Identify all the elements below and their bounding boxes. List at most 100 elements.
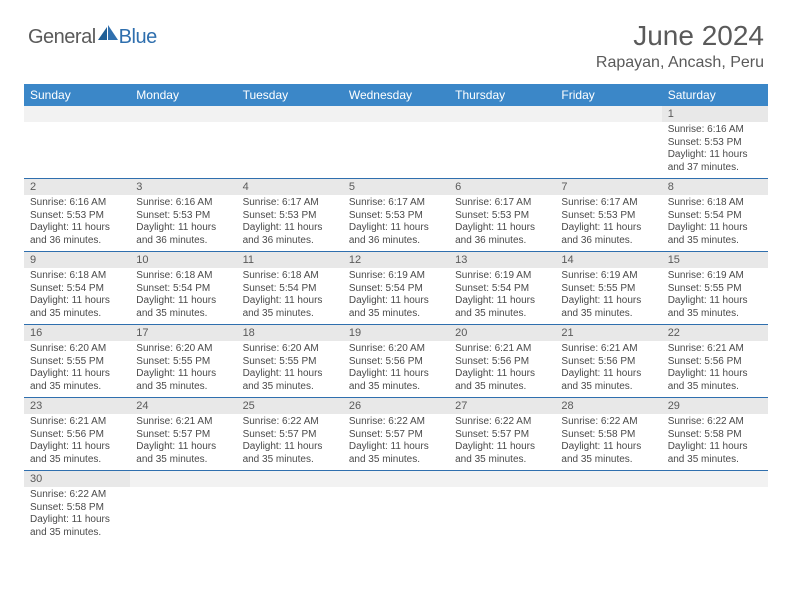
day-number: 12 [343,252,449,268]
day-number: 15 [662,252,768,268]
calendar-cell: 16Sunrise: 6:20 AMSunset: 5:55 PMDayligh… [24,325,130,398]
sail-icon [97,25,119,43]
calendar-cell [662,471,768,544]
weekday-header: Friday [555,84,661,106]
calendar-cell [130,471,236,544]
day-number: 20 [449,325,555,341]
day-number-empty [555,471,661,487]
day-number-empty [130,106,236,122]
calendar-row: 2Sunrise: 6:16 AMSunset: 5:53 PMDaylight… [24,179,768,252]
day-details: Sunrise: 6:22 AMSunset: 5:58 PMDaylight:… [24,487,130,543]
day-number: 29 [662,398,768,414]
day-number-empty [449,471,555,487]
day-details: Sunrise: 6:17 AMSunset: 5:53 PMDaylight:… [449,195,555,251]
day-number: 25 [237,398,343,414]
day-number: 17 [130,325,236,341]
month-title: June 2024 [596,20,764,52]
day-number: 11 [237,252,343,268]
calendar-cell: 14Sunrise: 6:19 AMSunset: 5:55 PMDayligh… [555,252,661,325]
weekday-header: Saturday [662,84,768,106]
day-details: Sunrise: 6:18 AMSunset: 5:54 PMDaylight:… [237,268,343,324]
calendar-cell: 10Sunrise: 6:18 AMSunset: 5:54 PMDayligh… [130,252,236,325]
weekday-header: Sunday [24,84,130,106]
day-details: Sunrise: 6:19 AMSunset: 5:54 PMDaylight:… [343,268,449,324]
calendar-cell [237,106,343,179]
calendar-row: 30Sunrise: 6:22 AMSunset: 5:58 PMDayligh… [24,471,768,544]
calendar-cell [24,106,130,179]
day-details: Sunrise: 6:22 AMSunset: 5:57 PMDaylight:… [237,414,343,470]
day-number: 24 [130,398,236,414]
calendar-row: 23Sunrise: 6:21 AMSunset: 5:56 PMDayligh… [24,398,768,471]
calendar-cell: 8Sunrise: 6:18 AMSunset: 5:54 PMDaylight… [662,179,768,252]
calendar-cell: 9Sunrise: 6:18 AMSunset: 5:54 PMDaylight… [24,252,130,325]
calendar-cell: 17Sunrise: 6:20 AMSunset: 5:55 PMDayligh… [130,325,236,398]
calendar-cell: 30Sunrise: 6:22 AMSunset: 5:58 PMDayligh… [24,471,130,544]
calendar-cell: 22Sunrise: 6:21 AMSunset: 5:56 PMDayligh… [662,325,768,398]
day-details: Sunrise: 6:21 AMSunset: 5:57 PMDaylight:… [130,414,236,470]
day-number: 23 [24,398,130,414]
day-details: Sunrise: 6:16 AMSunset: 5:53 PMDaylight:… [130,195,236,251]
calendar-head: SundayMondayTuesdayWednesdayThursdayFrid… [24,84,768,106]
calendar-table: SundayMondayTuesdayWednesdayThursdayFrid… [24,84,768,543]
calendar-cell: 19Sunrise: 6:20 AMSunset: 5:56 PMDayligh… [343,325,449,398]
day-number-empty [555,106,661,122]
calendar-cell: 13Sunrise: 6:19 AMSunset: 5:54 PMDayligh… [449,252,555,325]
calendar-cell: 24Sunrise: 6:21 AMSunset: 5:57 PMDayligh… [130,398,236,471]
day-details: Sunrise: 6:17 AMSunset: 5:53 PMDaylight:… [343,195,449,251]
day-number: 3 [130,179,236,195]
calendar-cell: 21Sunrise: 6:21 AMSunset: 5:56 PMDayligh… [555,325,661,398]
day-details: Sunrise: 6:19 AMSunset: 5:54 PMDaylight:… [449,268,555,324]
calendar-cell: 5Sunrise: 6:17 AMSunset: 5:53 PMDaylight… [343,179,449,252]
calendar-row: 9Sunrise: 6:18 AMSunset: 5:54 PMDaylight… [24,252,768,325]
day-details: Sunrise: 6:20 AMSunset: 5:55 PMDaylight:… [237,341,343,397]
day-number: 9 [24,252,130,268]
day-details: Sunrise: 6:20 AMSunset: 5:55 PMDaylight:… [24,341,130,397]
calendar-cell: 11Sunrise: 6:18 AMSunset: 5:54 PMDayligh… [237,252,343,325]
day-number: 14 [555,252,661,268]
weekday-header: Wednesday [343,84,449,106]
logo-text-general: General [28,26,96,49]
day-details: Sunrise: 6:18 AMSunset: 5:54 PMDaylight:… [24,268,130,324]
calendar-cell: 27Sunrise: 6:22 AMSunset: 5:57 PMDayligh… [449,398,555,471]
calendar-cell: 12Sunrise: 6:19 AMSunset: 5:54 PMDayligh… [343,252,449,325]
day-number: 30 [24,471,130,487]
day-number: 27 [449,398,555,414]
day-number: 16 [24,325,130,341]
calendar-cell: 3Sunrise: 6:16 AMSunset: 5:53 PMDaylight… [130,179,236,252]
day-details: Sunrise: 6:18 AMSunset: 5:54 PMDaylight:… [130,268,236,324]
day-number-empty [24,106,130,122]
calendar-cell [555,471,661,544]
day-number: 19 [343,325,449,341]
day-number: 13 [449,252,555,268]
calendar-cell: 26Sunrise: 6:22 AMSunset: 5:57 PMDayligh… [343,398,449,471]
day-details: Sunrise: 6:17 AMSunset: 5:53 PMDaylight:… [237,195,343,251]
day-number-empty [449,106,555,122]
header: General Blue June 2024 Rapayan, Ancash, … [0,0,792,80]
day-number-empty [662,471,768,487]
calendar-cell: 15Sunrise: 6:19 AMSunset: 5:55 PMDayligh… [662,252,768,325]
calendar-cell: 1Sunrise: 6:16 AMSunset: 5:53 PMDaylight… [662,106,768,179]
day-details: Sunrise: 6:22 AMSunset: 5:57 PMDaylight:… [449,414,555,470]
day-details: Sunrise: 6:18 AMSunset: 5:54 PMDaylight:… [662,195,768,251]
day-number: 10 [130,252,236,268]
calendar-cell: 4Sunrise: 6:17 AMSunset: 5:53 PMDaylight… [237,179,343,252]
calendar-cell [343,471,449,544]
day-number: 5 [343,179,449,195]
day-number: 4 [237,179,343,195]
day-number: 21 [555,325,661,341]
day-number-empty [237,471,343,487]
day-number-empty [343,106,449,122]
calendar-cell: 6Sunrise: 6:17 AMSunset: 5:53 PMDaylight… [449,179,555,252]
day-details: Sunrise: 6:19 AMSunset: 5:55 PMDaylight:… [555,268,661,324]
day-details: Sunrise: 6:22 AMSunset: 5:58 PMDaylight:… [555,414,661,470]
day-details: Sunrise: 6:16 AMSunset: 5:53 PMDaylight:… [24,195,130,251]
calendar-cell [130,106,236,179]
day-details: Sunrise: 6:21 AMSunset: 5:56 PMDaylight:… [555,341,661,397]
calendar-cell: 7Sunrise: 6:17 AMSunset: 5:53 PMDaylight… [555,179,661,252]
day-number: 1 [662,106,768,122]
weekday-header: Tuesday [237,84,343,106]
day-details: Sunrise: 6:16 AMSunset: 5:53 PMDaylight:… [662,122,768,178]
day-number: 26 [343,398,449,414]
day-number-empty [130,471,236,487]
day-number: 6 [449,179,555,195]
